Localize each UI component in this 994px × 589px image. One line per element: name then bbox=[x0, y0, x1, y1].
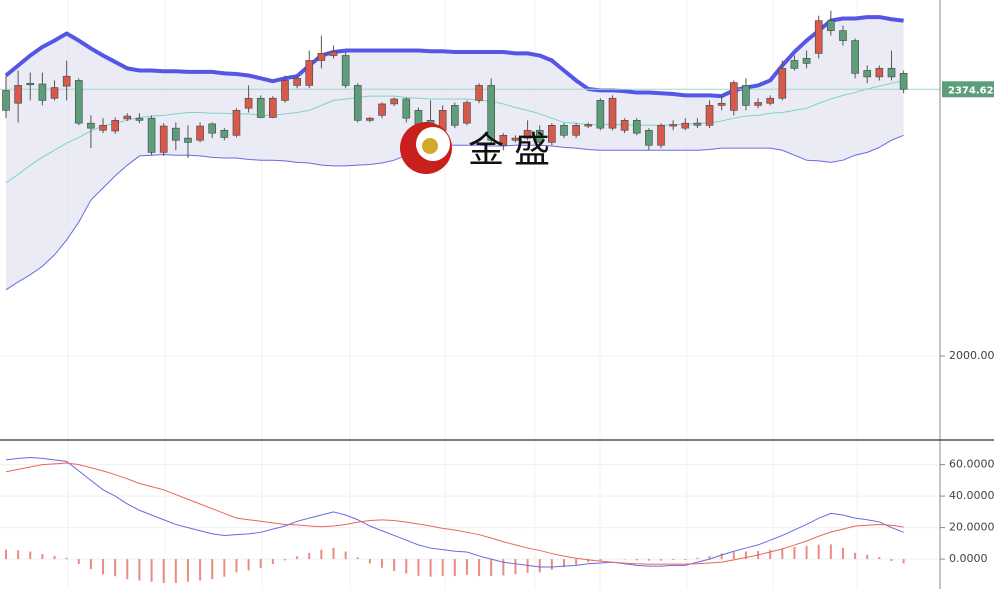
candle-body bbox=[269, 97, 277, 118]
candle-body bbox=[766, 97, 774, 104]
candle-body bbox=[705, 105, 714, 126]
candle-body bbox=[742, 85, 750, 106]
candle-body bbox=[87, 122, 95, 129]
candle-body bbox=[111, 120, 119, 132]
candle-body bbox=[341, 55, 350, 86]
macd-line bbox=[5, 462, 904, 565]
candle-body bbox=[754, 102, 762, 106]
candle-body bbox=[50, 87, 59, 99]
candle-body bbox=[147, 117, 156, 153]
band-line bbox=[5, 134, 904, 291]
candle-body bbox=[305, 60, 314, 86]
candle-body bbox=[378, 103, 386, 116]
candle-body bbox=[645, 129, 653, 146]
candle-body bbox=[38, 83, 47, 101]
candle-body bbox=[159, 125, 168, 153]
candle-body bbox=[560, 125, 568, 136]
candle-body bbox=[390, 98, 398, 105]
candle-body bbox=[669, 124, 677, 127]
candle-body bbox=[293, 78, 301, 86]
y-tick-label: 40.0000 bbox=[949, 489, 994, 502]
candle-body bbox=[851, 40, 859, 74]
candle-body bbox=[123, 115, 132, 120]
candle-body bbox=[135, 117, 144, 121]
candle-body bbox=[802, 58, 811, 64]
candle-body bbox=[632, 120, 641, 134]
logo-dot bbox=[422, 138, 438, 154]
macd-line bbox=[5, 457, 904, 568]
band-line bbox=[4, 15, 904, 99]
candle-body bbox=[196, 125, 204, 141]
y-tick-label: 2000.0000 bbox=[949, 349, 994, 362]
candle-body bbox=[402, 98, 411, 119]
candle-body bbox=[827, 20, 835, 31]
candle-body bbox=[317, 53, 326, 61]
candle-body bbox=[172, 127, 180, 141]
candle-body bbox=[511, 137, 520, 141]
y-tick-label: 60.0000 bbox=[949, 458, 994, 471]
candle-body bbox=[814, 20, 823, 54]
candle-body bbox=[451, 105, 459, 126]
logo: 金盛 bbox=[400, 122, 560, 174]
candle-body bbox=[244, 97, 253, 109]
candle-body bbox=[74, 80, 83, 124]
plot bbox=[0, 10, 940, 584]
candle-body bbox=[99, 125, 107, 131]
candle-body bbox=[729, 82, 738, 111]
candle-body bbox=[475, 85, 483, 101]
candle-body bbox=[596, 100, 605, 129]
last-price-label: 2374.620 bbox=[948, 85, 994, 96]
y-tick-label: 0.0000 bbox=[949, 552, 988, 565]
candle-body bbox=[2, 90, 10, 111]
y-tick-label: 20.0000 bbox=[949, 521, 994, 534]
candle-body bbox=[778, 68, 787, 99]
candle-body bbox=[208, 123, 217, 134]
candle-body bbox=[62, 75, 71, 87]
band-line bbox=[5, 79, 904, 184]
candle-body bbox=[523, 129, 532, 139]
candle-body bbox=[220, 129, 229, 138]
candle-body bbox=[232, 110, 241, 136]
candle-body bbox=[184, 137, 192, 143]
candle-body bbox=[681, 122, 690, 129]
candle-body bbox=[329, 51, 338, 56]
watermark: 金盛 bbox=[468, 130, 560, 171]
candle-body bbox=[572, 125, 580, 136]
candle-body bbox=[887, 68, 896, 78]
candle-body bbox=[463, 102, 471, 124]
band-fill bbox=[6, 17, 904, 290]
candle-body bbox=[839, 30, 847, 41]
candle-body bbox=[657, 125, 665, 146]
candle-body bbox=[256, 97, 265, 118]
candle-body bbox=[353, 85, 362, 121]
candle-body bbox=[14, 85, 22, 104]
candle-body bbox=[608, 97, 617, 129]
candle-body bbox=[548, 125, 556, 143]
candle-body bbox=[899, 73, 908, 90]
last-price-badge bbox=[942, 81, 994, 98]
candle-body bbox=[26, 83, 35, 86]
candle-body bbox=[875, 68, 884, 78]
candle-body bbox=[499, 134, 508, 146]
candle-body bbox=[717, 102, 726, 106]
candle-body bbox=[584, 124, 593, 127]
candle-body bbox=[863, 70, 872, 78]
axis: 2000.0000 2374.620 0.0000 20.0000 40.0000 60.… bbox=[940, 81, 994, 565]
candle-body bbox=[790, 60, 799, 69]
candle-body bbox=[535, 129, 544, 143]
candle-body bbox=[487, 85, 496, 141]
candle-body bbox=[620, 120, 629, 131]
candle-body bbox=[693, 122, 702, 126]
candle-body bbox=[281, 80, 289, 101]
candle-body bbox=[366, 117, 374, 121]
